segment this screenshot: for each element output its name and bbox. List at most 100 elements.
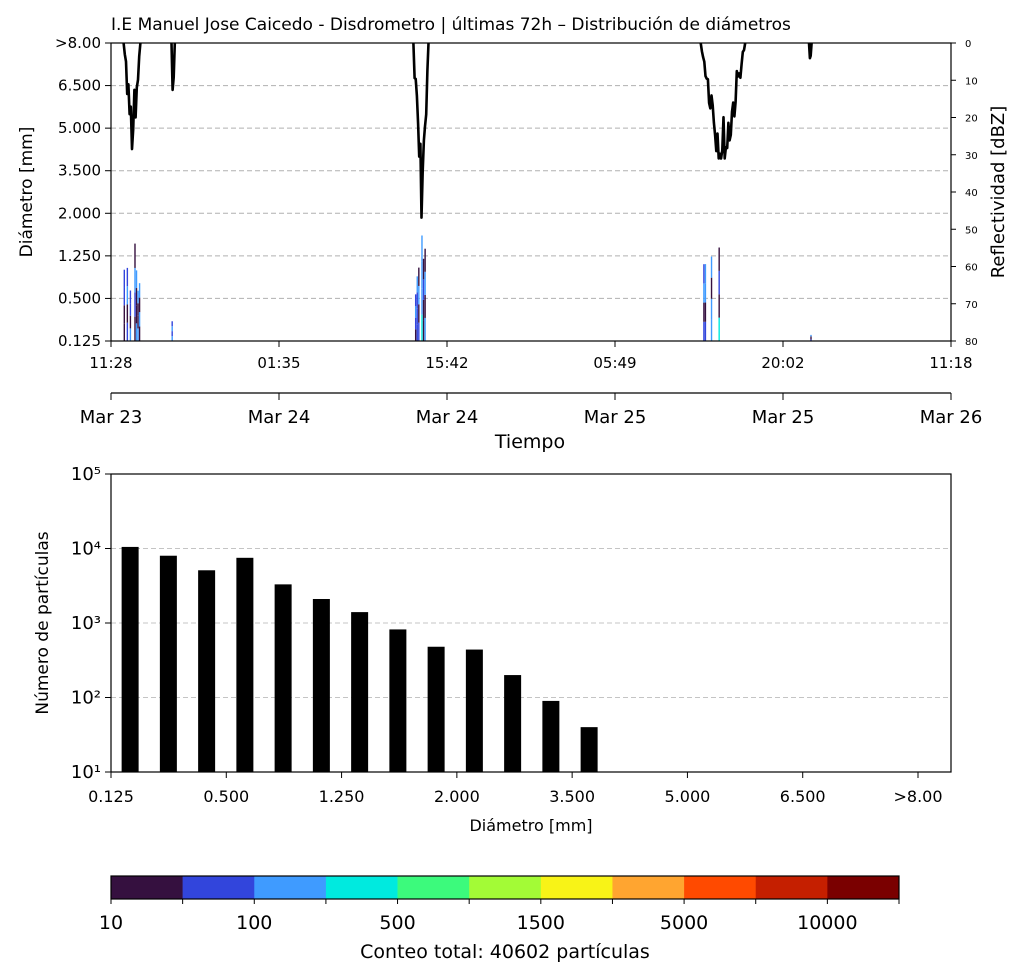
heatmap-cell	[138, 283, 141, 298]
date-tick-label: Mar 25	[752, 407, 815, 428]
heatmap-cell	[718, 317, 720, 341]
heatmap-cell	[134, 316, 136, 341]
heatmap-grid	[111, 85, 951, 299]
heatmap-right-tick-label: 80	[965, 337, 978, 348]
heatmap-right-tick-label: 50	[965, 225, 978, 236]
histogram-x-label: Diámetro [mm]	[469, 816, 592, 835]
heatmap-cell	[424, 294, 426, 318]
reflectivity-spike	[699, 42, 747, 160]
heatmap-title: I.E Manuel Jose Caicedo - Disdrometro | …	[111, 15, 791, 35]
histogram-x-tick-label: 6.500	[780, 787, 826, 806]
colorbar-cell	[612, 876, 685, 899]
heatmap-y-tick-label: 3.500	[58, 162, 101, 180]
heatmap-cell	[135, 270, 138, 289]
heatmap-cell	[703, 302, 705, 322]
time-axis-label: Tiempo	[494, 431, 565, 453]
colorbar-tick-label: 100	[236, 912, 272, 934]
histogram-y-tick-label: 10⁴	[71, 539, 101, 560]
heatmap-cell	[424, 248, 426, 272]
histogram-y-label: Número de partículas	[33, 531, 53, 714]
heatmap-cell	[414, 294, 417, 307]
heatmap-cell	[710, 256, 713, 278]
reflectivity-spike	[807, 42, 813, 60]
histogram-bar	[504, 675, 522, 772]
heatmap-y-label: Diámetro [mm]	[17, 127, 37, 258]
date-tick-label: Mar 26	[920, 407, 983, 428]
heatmap-cell	[138, 297, 141, 313]
histogram-bars	[121, 546, 598, 772]
colorbar-cell	[827, 876, 900, 899]
heatmap-right-tick-label: 30	[965, 151, 978, 162]
heatmap-cell	[134, 243, 136, 268]
colorbar-cell	[182, 876, 255, 899]
histogram-bar	[236, 557, 254, 772]
histogram-bar	[198, 570, 216, 772]
heatmap-cell	[416, 324, 418, 341]
colorbar-cell	[469, 876, 542, 899]
heatmap-cell	[135, 323, 138, 341]
heatmap-time-tick-label: 20:02	[761, 354, 804, 372]
heatmap-cell	[129, 303, 132, 316]
heatmap-cell	[414, 317, 417, 330]
heatmap-cell	[138, 312, 141, 327]
heatmap-cell	[134, 292, 136, 317]
histogram-y-tick-label: 10²	[71, 688, 101, 709]
heatmap-cell	[703, 283, 705, 303]
heatmap-cell	[718, 270, 720, 295]
heatmap-cell	[718, 247, 720, 271]
histogram-bar	[351, 612, 369, 772]
heatmap-time-tick-label: 11:28	[89, 354, 132, 372]
heatmap-cell	[710, 319, 713, 341]
heatmap-cell	[421, 261, 423, 289]
colorbar-cell	[254, 876, 327, 899]
colorbar-cell	[540, 876, 613, 899]
heatmap-cell	[704, 302, 707, 322]
histogram-bar	[580, 727, 598, 772]
heatmap-cell	[171, 321, 173, 327]
heatmap-cell	[422, 258, 425, 280]
heatmap-cell	[416, 308, 418, 325]
colorbar-cell	[111, 876, 183, 899]
heatmap-cell	[418, 304, 420, 323]
colorbar-ticks: 10 100 500 1500 5000 10000	[99, 899, 900, 934]
colorbar-cell	[755, 876, 828, 899]
heatmap-cell	[129, 290, 132, 304]
date-tick-label: Mar 23	[80, 407, 143, 428]
histogram-x-tick-label: 5.000	[665, 787, 711, 806]
reflectivity-spike	[412, 42, 430, 219]
heatmap-cells	[123, 235, 812, 341]
heatmap-right-label: Reflectividad [dBZ]	[988, 106, 1009, 279]
heatmap-y-tick-label: 0.125	[58, 332, 101, 350]
heatmap-cell	[171, 326, 173, 332]
date-tick-label: Mar 24	[248, 407, 311, 428]
heatmap-cell	[704, 321, 707, 341]
heatmap-time-ticks: 11:28 01:35 15:42 05:49 20:02 11:18	[89, 341, 973, 372]
heatmap-cell	[129, 328, 132, 341]
histogram-y-tick-label: 10³	[71, 613, 101, 634]
heatmap-cell	[810, 336, 812, 338]
heatmap-right-tick-label: 20	[965, 114, 978, 125]
heatmap-cell	[704, 264, 707, 284]
heatmap-cell	[421, 235, 423, 262]
reflectivity-line	[122, 42, 813, 219]
heatmap-cell	[424, 317, 426, 341]
histogram-x-tick-label: 2.000	[434, 787, 480, 806]
heatmap-cell	[416, 292, 418, 309]
heatmap-right-ticks: 0 10 20 30 40 50 60 70 80	[951, 39, 978, 348]
heatmap-cell	[126, 322, 129, 341]
histogram-y-tick-label: 10¹	[71, 762, 101, 783]
heatmap-time-tick-label: 05:49	[593, 354, 636, 372]
heatmap-y-tick-label: 6.500	[58, 77, 101, 95]
histogram-bar	[465, 649, 483, 772]
heatmap-cell	[424, 271, 426, 295]
colorbar-tick-label: 500	[379, 912, 415, 934]
heatmap-y-ticks: 0.125 0.500 1.250 2.000 3.500 5.000 6.500 >8.00	[55, 34, 111, 350]
heatmap-right-tick-label: 10	[965, 76, 978, 87]
heatmap-right-tick-label: 60	[965, 263, 978, 274]
heatmap-right-tick-label: 70	[965, 300, 978, 311]
colorbar-tick-label: 5000	[660, 912, 708, 934]
heatmap-time-tick-label: 15:42	[425, 354, 468, 372]
heatmap-y-tick-label: 0.500	[58, 289, 101, 307]
heatmap-cell	[137, 328, 139, 341]
